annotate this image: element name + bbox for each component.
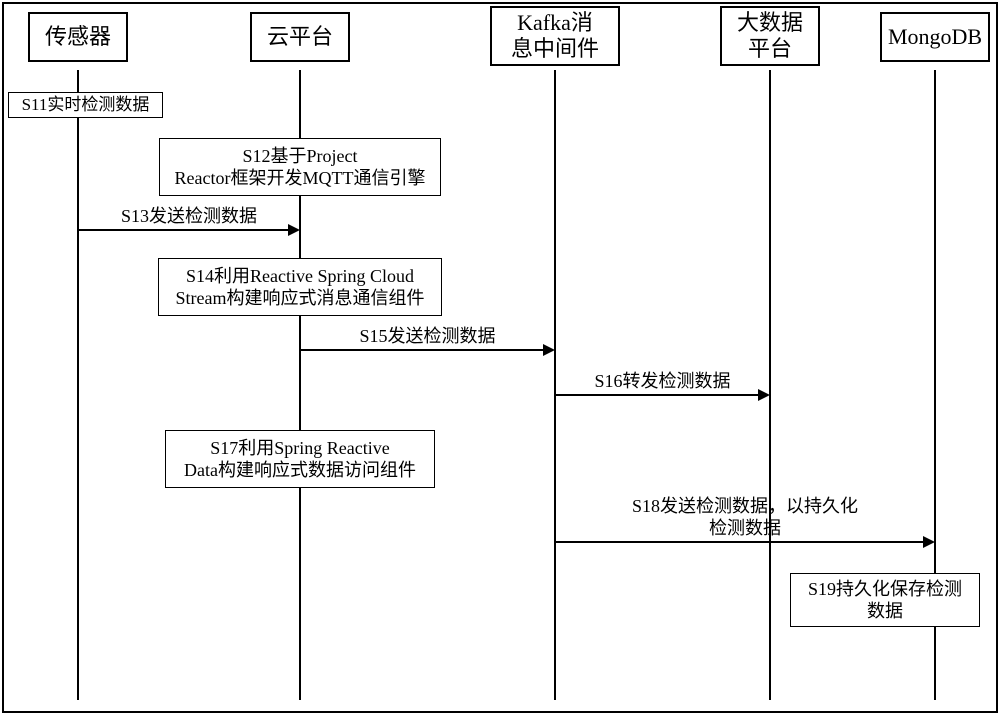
participant-label: 大数据 平台 (737, 10, 803, 63)
note-s11: S11实时检测数据 (8, 92, 163, 118)
note-text: S17利用Spring Reactive Data构建响应式数据访问组件 (184, 437, 416, 482)
msg-label-s15: S15发送检测数据 (300, 326, 555, 348)
msg-line-s16 (555, 394, 760, 396)
msg-line-s13 (78, 229, 290, 231)
msg-label-s16: S16转发检测数据 (555, 371, 770, 393)
participant-kafka: Kafka消 息中间件 (490, 6, 620, 66)
participant-label: 传感器 (45, 24, 111, 50)
msg-label-s18: S18发送检测数据，以持久化 检测数据 (555, 496, 935, 539)
note-text: S12基于Project Reactor框架开发MQTT通信引擎 (175, 145, 426, 190)
msg-label-s13: S13发送检测数据 (78, 206, 300, 228)
note-text: S14利用Reactive Spring Cloud Stream构建响应式消息… (176, 265, 425, 310)
lifeline-sensor (77, 70, 79, 700)
note-text: S19持久化保存检测 数据 (808, 578, 962, 623)
participant-cloud: 云平台 (250, 12, 350, 62)
participant-label: 云平台 (267, 24, 333, 50)
participant-label: Kafka消 息中间件 (511, 10, 599, 63)
participant-bigdata: 大数据 平台 (720, 6, 820, 66)
note-s19: S19持久化保存检测 数据 (790, 573, 980, 627)
participant-sensor: 传感器 (28, 12, 128, 62)
note-s12: S12基于Project Reactor框架开发MQTT通信引擎 (159, 138, 441, 196)
msg-line-s18 (555, 541, 925, 543)
participant-label: MongoDB (888, 24, 982, 50)
note-s17: S17利用Spring Reactive Data构建响应式数据访问组件 (165, 430, 435, 488)
note-text: S11实时检测数据 (22, 94, 150, 115)
participant-mongodb: MongoDB (880, 12, 990, 62)
note-s14: S14利用Reactive Spring Cloud Stream构建响应式消息… (158, 258, 442, 316)
msg-line-s15 (300, 349, 545, 351)
